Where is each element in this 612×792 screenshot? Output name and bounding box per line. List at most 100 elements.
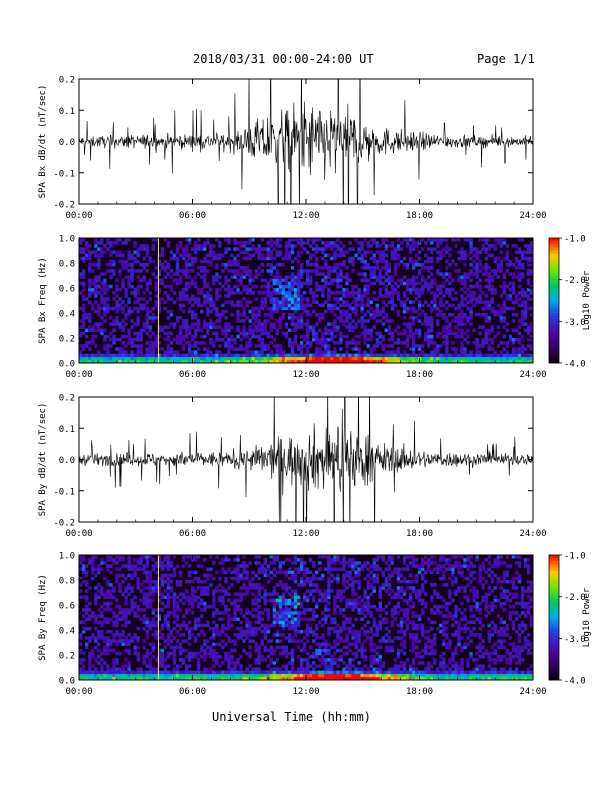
heatmap-cell [109,306,113,311]
heatmap-cell [499,250,504,254]
heatmap-cell [348,325,352,329]
heatmap-cell [197,359,201,363]
heatmap-cell [275,244,280,248]
heatmap-cell [526,278,531,283]
heatmap-cell [94,275,98,279]
heatmap-cell [251,309,255,314]
heatmap-cell [112,259,116,264]
heatmap-cell [163,331,168,336]
heatmap-cell [197,300,201,304]
heatmap-cell [181,661,186,665]
heatmap-cell [529,347,533,351]
heatmap-cell [172,626,177,631]
heatmap-cell [342,275,346,279]
heatmap-cell [239,633,243,637]
heatmap-cell [478,325,482,329]
heatmap-cell [206,284,210,289]
heatmap-cell [490,347,494,351]
heatmap-cell [136,338,140,342]
heatmap-cell [103,288,107,292]
heatmap-cell [181,359,186,363]
colorbar-tick-label: -4.0 [564,360,586,370]
heatmap-cell [272,266,277,270]
heatmap-cell [299,244,304,248]
heatmap-cell [236,259,240,264]
heatmap-cell [354,238,358,242]
colorbar-swatch [549,303,559,308]
heatmap-cell [387,291,392,295]
heatmap-cell [472,253,476,258]
series-line [79,397,533,522]
heatmap-cell [118,253,122,258]
heatmap-cell [499,244,504,248]
heatmap-cell [215,278,219,283]
heatmap-cell [169,341,174,345]
heatmap-cell [142,620,146,625]
heatmap-cell [121,306,125,311]
heatmap-cell [91,636,95,640]
heatmap-cell [85,595,89,600]
heatmap-cell [239,281,243,286]
heatmap-cell [299,266,304,270]
heatmap-cell [363,353,367,358]
heatmap-cell [154,300,158,304]
heatmap-cell [287,639,292,643]
heatmap-cell [233,241,237,245]
heatmap-cell [457,313,461,317]
heatmap-cell [257,338,261,342]
heatmap-cell [272,651,277,656]
heatmap-cell [454,238,458,242]
heatmap-cell [384,266,389,270]
heatmap-cell [487,359,491,363]
heatmap-cell [97,253,101,258]
heatmap-cell [257,319,261,323]
heatmap-cell [387,275,392,279]
heatmap-cell [136,250,140,254]
heatmap-cell [242,576,246,581]
heatmap-cell [212,651,216,656]
heatmap-cell [372,259,376,264]
heatmap-cell [354,341,358,345]
heatmap-cell [348,278,352,283]
heatmap-cell [169,331,174,336]
heatmap-cell [475,359,479,363]
heatmap-cell [197,247,201,251]
heatmap-cell [118,269,122,273]
heatmap-cell [251,291,255,295]
heatmap-cell [306,651,310,656]
heatmap-cell [402,294,407,298]
heatmap-cell [378,281,382,286]
heatmap-cell [203,266,207,270]
heatmap-cell [169,256,174,261]
heatmap-cell [372,253,376,258]
heatmap-cell [312,300,316,304]
heatmap-cell [490,306,494,311]
heatmap-cell [91,281,95,286]
heatmap-cell [197,303,201,308]
heatmap-cell [145,630,149,634]
heatmap-cell [463,316,467,320]
heatmap-cell [266,573,270,578]
heatmap-cell [200,359,204,363]
heatmap-cell [408,291,413,295]
heatmap-cell [118,670,122,675]
heatmap-cell [499,263,504,267]
heatmap-cell [348,294,352,298]
heatmap-cell [460,288,464,292]
heatmap-cell [130,564,134,568]
heatmap-cell [239,655,243,659]
heatmap-cell [112,356,116,361]
heatmap-cell [481,325,485,329]
heatmap-cell [166,350,171,354]
heatmap-cell [284,676,289,680]
heatmap-cell [360,244,364,248]
heatmap-cell [324,325,328,329]
heatmap-cell [230,583,234,587]
heatmap-cell [206,331,210,336]
heatmap-cell [318,353,322,358]
heatmap-cell [405,238,410,242]
heatmap-cell [502,291,507,295]
heatmap-cell [411,353,416,358]
heatmap-cell [460,341,464,345]
heatmap-cell [306,241,310,245]
